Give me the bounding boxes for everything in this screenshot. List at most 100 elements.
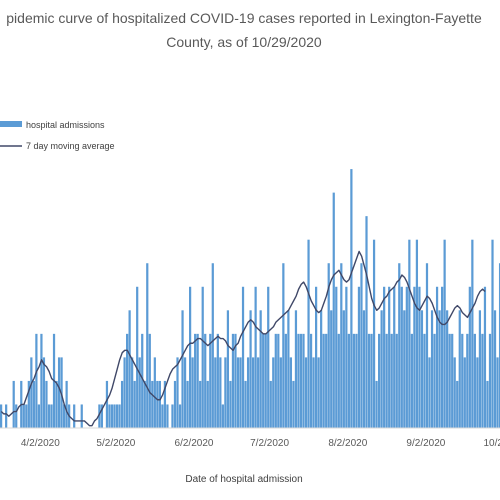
bar — [153, 357, 156, 428]
bar — [156, 380, 159, 428]
bar — [189, 286, 192, 428]
x-tick-label: 8/2/2020 — [328, 438, 367, 449]
bar — [380, 310, 383, 428]
bar — [259, 310, 262, 428]
bar — [166, 404, 169, 428]
bar — [483, 286, 487, 428]
bar — [491, 239, 494, 428]
bar — [289, 357, 293, 428]
bar — [181, 310, 184, 428]
bar — [309, 333, 313, 428]
bar — [50, 404, 53, 428]
bar — [151, 380, 154, 428]
legend: hospital admissions 7 day moving average — [0, 120, 115, 151]
bar — [423, 333, 426, 428]
bar — [312, 357, 315, 428]
bar — [375, 380, 378, 428]
bar — [65, 380, 68, 428]
bar — [332, 192, 335, 428]
bar — [317, 357, 320, 428]
bar — [330, 310, 333, 428]
bar — [219, 357, 222, 428]
bar — [299, 333, 303, 428]
bar — [378, 333, 381, 428]
bar — [148, 333, 151, 428]
bar — [173, 380, 177, 428]
bar — [25, 404, 28, 428]
bar — [287, 310, 290, 428]
bar — [146, 263, 149, 428]
bar — [55, 380, 58, 428]
bar — [385, 333, 388, 428]
bar — [27, 380, 30, 428]
moving-average-group — [0, 250, 486, 427]
bar — [37, 404, 41, 428]
bar — [131, 357, 134, 428]
bar — [350, 169, 353, 428]
bar — [254, 286, 257, 428]
bar — [5, 404, 8, 428]
bar — [320, 310, 323, 428]
bar — [365, 216, 368, 428]
bar — [0, 404, 3, 428]
bar — [486, 380, 489, 428]
bar — [451, 333, 454, 428]
bar — [221, 404, 224, 428]
bar — [398, 263, 401, 428]
bar — [390, 333, 393, 428]
bar — [448, 333, 451, 428]
bar — [226, 310, 230, 428]
bar — [355, 333, 358, 428]
bar — [342, 310, 345, 428]
bar — [204, 333, 207, 428]
bar — [274, 333, 277, 428]
bar — [415, 239, 419, 428]
bar — [123, 357, 126, 428]
chart-title-line-1: pidemic curve of hospitalized COVID-19 c… — [6, 10, 482, 26]
bar — [236, 357, 240, 428]
bar — [252, 357, 255, 428]
bars-group — [0, 169, 500, 428]
legend-label-bars: hospital admissions — [26, 120, 105, 130]
bar — [183, 357, 187, 428]
bar — [345, 286, 348, 428]
bar — [496, 357, 499, 428]
bar — [413, 286, 416, 428]
x-tick-label: 9/2/2020 — [406, 438, 445, 449]
bar — [171, 404, 174, 428]
chart-title-line-2: County, as of 10/29/2020 — [166, 34, 322, 50]
bar — [292, 380, 295, 428]
bar — [110, 404, 114, 428]
bar — [279, 357, 282, 428]
bar — [231, 333, 235, 428]
bar — [405, 286, 408, 428]
bar — [186, 380, 189, 428]
bar — [257, 357, 260, 428]
bar — [433, 333, 436, 428]
bar — [22, 404, 25, 428]
bar — [325, 333, 328, 428]
bar — [403, 310, 406, 428]
bar — [352, 333, 356, 428]
bar — [214, 357, 217, 428]
bar — [45, 380, 48, 428]
bar — [143, 380, 146, 428]
x-tick-label: 7/2/2020 — [250, 438, 289, 449]
bar — [191, 357, 194, 428]
bar — [400, 286, 403, 428]
bar — [196, 333, 199, 428]
bar — [430, 310, 434, 428]
bar — [234, 333, 237, 428]
bar — [367, 333, 371, 428]
bar — [340, 263, 343, 428]
bar — [294, 310, 298, 428]
bar — [456, 380, 459, 428]
x-tick-label: 5/2/2020 — [96, 438, 135, 449]
x-tick-labels: 4/2/2020 5/2/2020 6/2/2020 7/2/2020 8/2/2020… — [21, 438, 500, 449]
bar — [108, 404, 111, 428]
bar — [30, 357, 33, 428]
bar — [488, 333, 492, 428]
bar — [428, 357, 431, 428]
bar — [393, 286, 396, 428]
bar — [138, 357, 141, 428]
